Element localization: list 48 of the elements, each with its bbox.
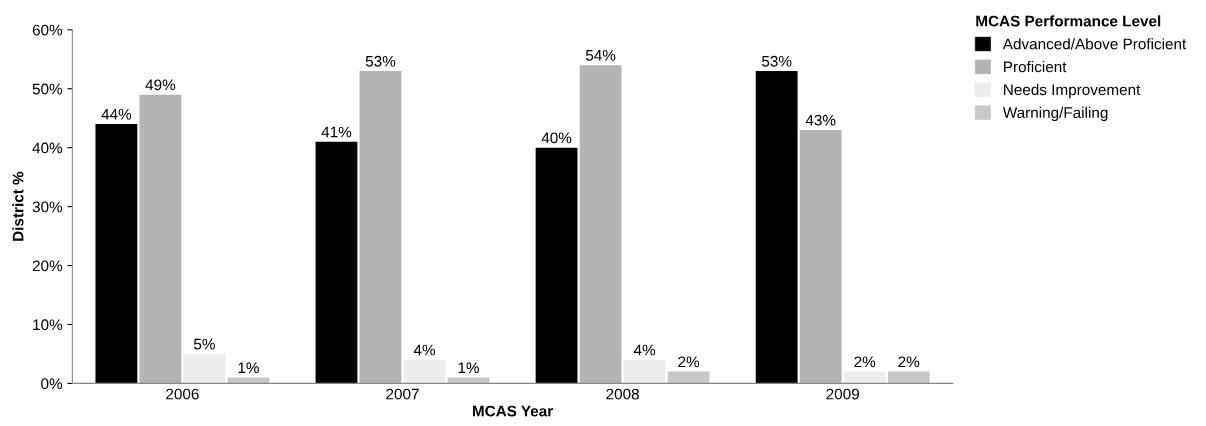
x-tick-label: 2006 bbox=[166, 388, 199, 400]
legend-title: MCAS Performance Level bbox=[976, 15, 1161, 27]
data-label: 53% bbox=[365, 55, 396, 67]
bar bbox=[755, 71, 798, 384]
data-label: 44% bbox=[101, 108, 132, 120]
data-label: 2% bbox=[678, 356, 700, 368]
y-tick-label: 60% bbox=[32, 24, 63, 36]
y-axis-title: District % bbox=[12, 171, 24, 241]
y-tick-label: 40% bbox=[32, 142, 63, 154]
bar bbox=[535, 147, 578, 384]
legend-label: Warning/Failing bbox=[1002, 106, 1108, 122]
data-label: 53% bbox=[761, 55, 792, 67]
x-axis-title: MCAS Year bbox=[472, 405, 553, 417]
bar bbox=[623, 359, 666, 384]
bar bbox=[843, 371, 886, 384]
bar bbox=[139, 94, 182, 384]
bar bbox=[95, 124, 138, 384]
y-tick-label: 30% bbox=[32, 201, 63, 213]
data-label: 2% bbox=[898, 356, 920, 368]
data-label: 2% bbox=[854, 356, 876, 368]
x-tick-label: 2008 bbox=[606, 388, 639, 400]
data-label: 40% bbox=[541, 132, 572, 144]
bar bbox=[403, 359, 446, 384]
data-label: 4% bbox=[413, 344, 436, 356]
data-label: 1% bbox=[238, 362, 259, 374]
data-label: 4% bbox=[633, 344, 656, 356]
legend-label: Needs Improvement bbox=[1004, 83, 1141, 99]
data-label: 41% bbox=[321, 126, 352, 138]
bar bbox=[667, 371, 710, 384]
bar bbox=[799, 130, 842, 384]
bar bbox=[579, 65, 622, 384]
data-label: 1% bbox=[458, 362, 480, 374]
bar bbox=[315, 141, 358, 384]
x-tick-label: 2009 bbox=[826, 388, 859, 400]
y-tick-label: 50% bbox=[32, 83, 63, 95]
y-tick-label: 10% bbox=[33, 319, 63, 331]
y-tick-label: 20% bbox=[32, 260, 63, 272]
legend-label: Proficient bbox=[1004, 61, 1067, 73]
data-label: 5% bbox=[193, 338, 215, 350]
bar bbox=[183, 353, 226, 384]
data-label: 43% bbox=[805, 114, 836, 126]
bar bbox=[887, 371, 930, 384]
legend-label: Advanced/Above Proficient bbox=[1002, 38, 1187, 50]
data-label: 49% bbox=[145, 79, 176, 91]
bar bbox=[359, 71, 402, 384]
x-tick-label: 2007 bbox=[386, 388, 419, 400]
data-label: 54% bbox=[585, 50, 616, 61]
y-tick-label: 0% bbox=[41, 378, 63, 390]
